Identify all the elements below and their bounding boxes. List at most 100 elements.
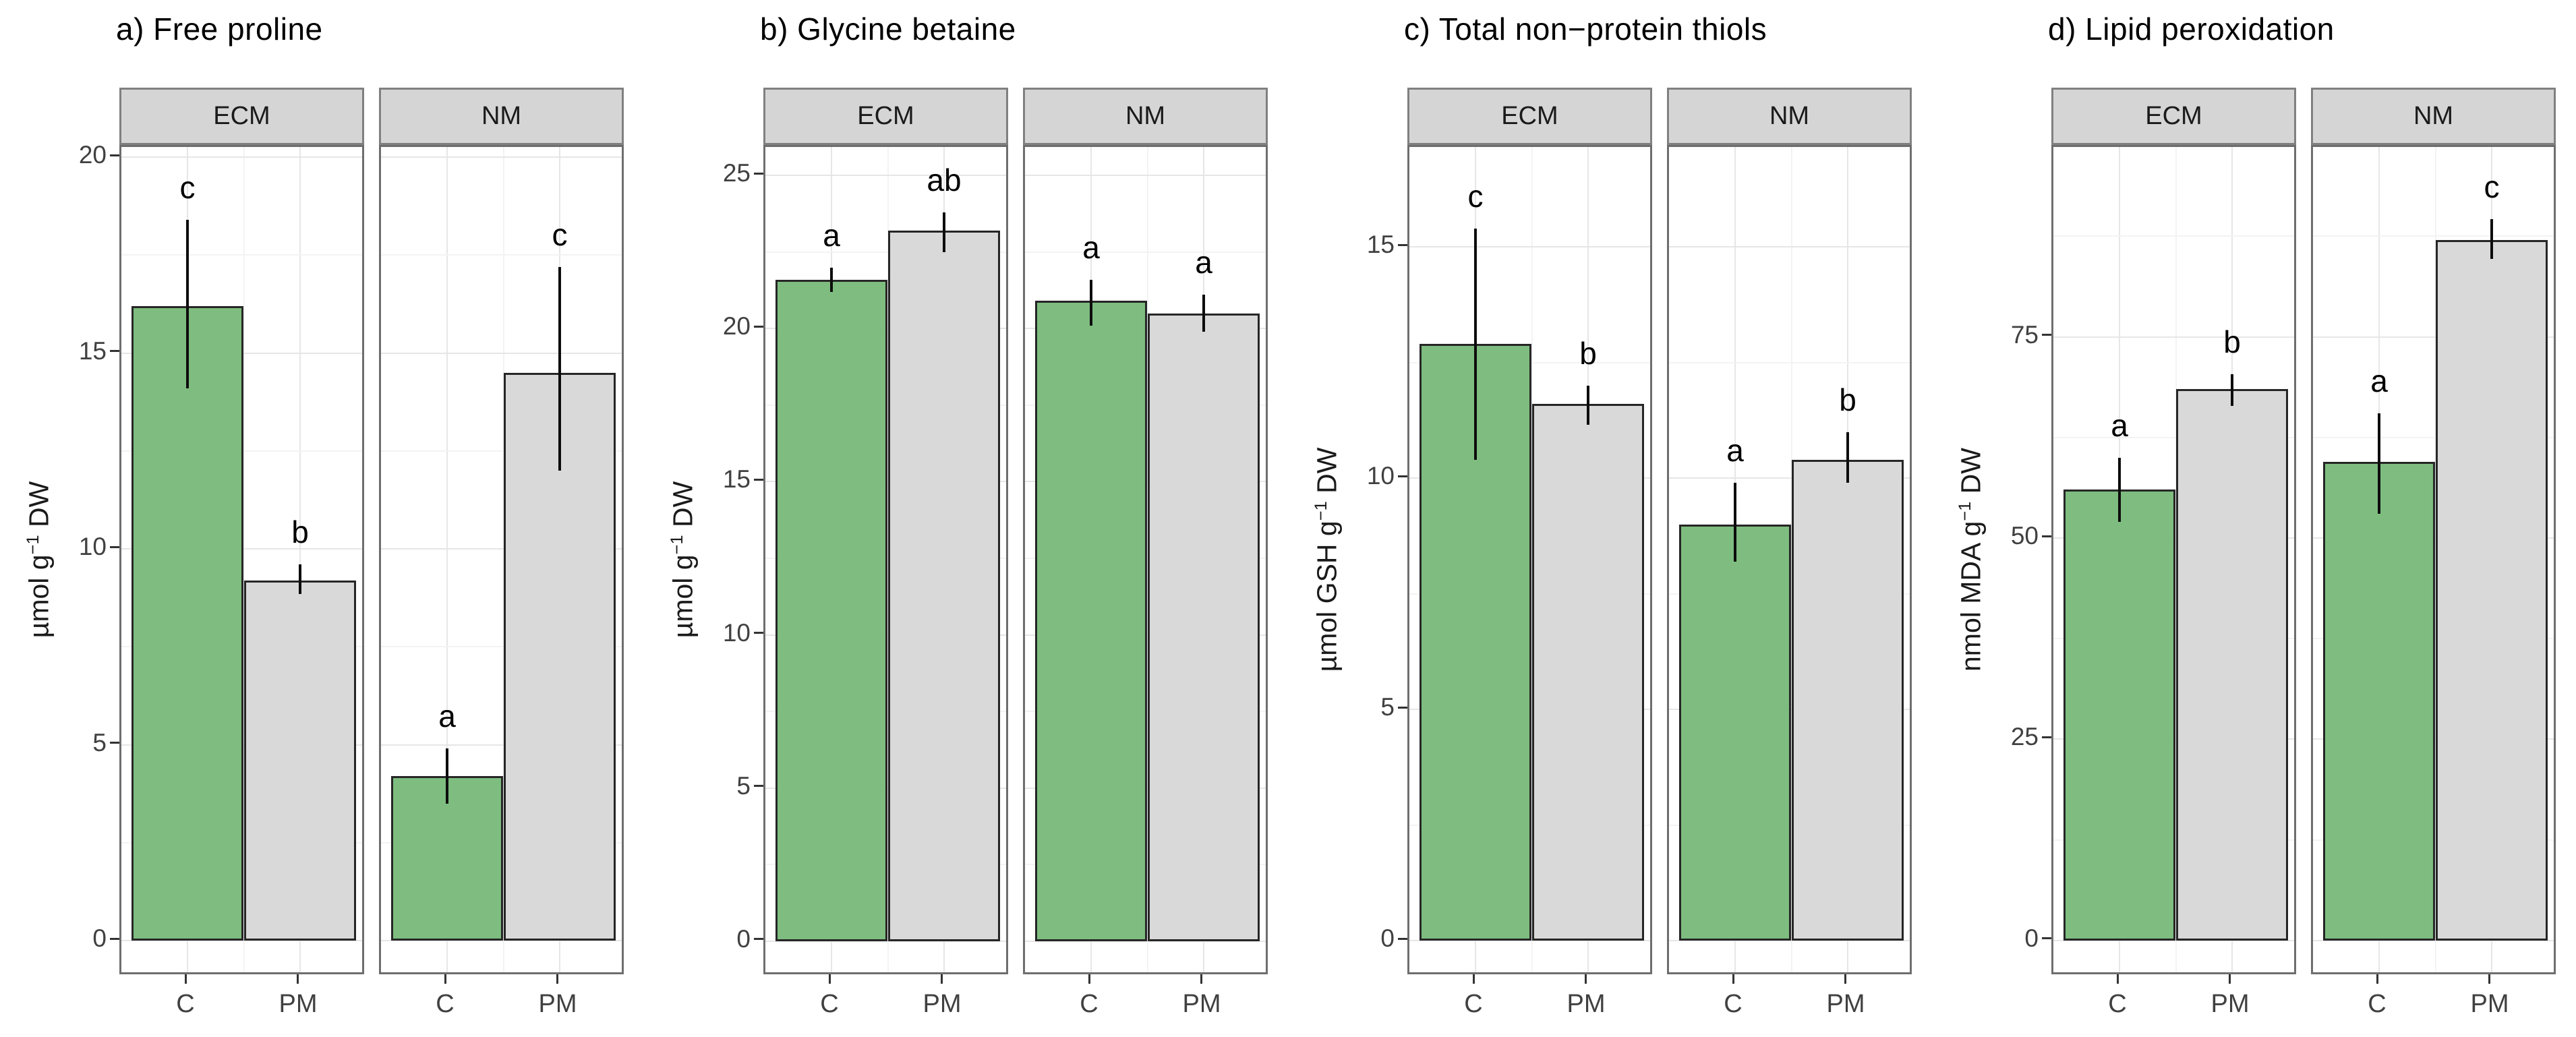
bar-PM bbox=[1791, 459, 1904, 941]
y-tick-mark bbox=[1398, 706, 1407, 709]
y-tick-mark bbox=[754, 785, 763, 788]
x-tick-mark bbox=[2376, 974, 2378, 984]
x-tick-mark bbox=[1585, 974, 1587, 984]
bar-PM bbox=[1147, 313, 1260, 941]
significance-letter-PM: ab bbox=[927, 162, 962, 198]
facet-NM: NM a b C PM bbox=[1667, 88, 1912, 1028]
y-tick-mark bbox=[110, 742, 119, 744]
y-tick-mark bbox=[754, 172, 763, 175]
facet-strip-NM: NM bbox=[379, 88, 624, 145]
y-axis-label: µmol g−1 DW bbox=[668, 481, 699, 639]
panel-title: b) Glycine betaine bbox=[760, 11, 1016, 47]
error-bar-PM bbox=[1202, 295, 1205, 332]
significance-letter-C: a bbox=[1082, 229, 1100, 265]
gridline-h-major bbox=[765, 175, 1006, 177]
facet-strip-label: NM bbox=[1125, 102, 1166, 130]
y-tick-label-5: 5 bbox=[1380, 693, 1395, 721]
facet-NM: NM a c C PM bbox=[379, 88, 624, 1028]
significance-letter-C: a bbox=[1726, 433, 1744, 469]
bar-PM bbox=[1531, 404, 1645, 941]
significance-letter-PM: b bbox=[2223, 324, 2241, 359]
significance-letter-PM: c bbox=[552, 216, 568, 252]
gridline-h-major bbox=[1025, 175, 1266, 177]
error-bar-C bbox=[1474, 228, 1477, 460]
gridline-h-major bbox=[381, 548, 622, 550]
x-tick-label-C: C bbox=[1464, 990, 1483, 1018]
error-bar-PM bbox=[298, 564, 301, 594]
facet-strip-label: NM bbox=[2413, 102, 2454, 130]
facet-ECM: ECM a ab C PM bbox=[763, 88, 1008, 1028]
bar-C bbox=[131, 305, 244, 941]
bar-C bbox=[2063, 490, 2176, 941]
significance-letter-PM: b bbox=[1839, 382, 1856, 417]
significance-letter-C: a bbox=[2111, 407, 2128, 443]
error-bar-PM bbox=[1846, 432, 1849, 483]
facet-strip-label: NM bbox=[1769, 102, 1810, 130]
error-bar-C bbox=[446, 748, 448, 804]
facet-strip-label: ECM bbox=[1501, 102, 1558, 130]
gridline-v-minor bbox=[243, 147, 245, 972]
x-tick-label-C: C bbox=[2368, 990, 2387, 1018]
gridline-h-major bbox=[1669, 477, 1910, 479]
gridline-v-major bbox=[299, 147, 301, 972]
y-tick-mark bbox=[110, 350, 119, 353]
gridline-h-major bbox=[765, 940, 1006, 942]
facet-strip-NM: NM bbox=[1667, 88, 1912, 145]
x-tick-label-PM: PM bbox=[2470, 990, 2509, 1018]
y-axis-label-exponent: −1 bbox=[1311, 501, 1330, 521]
facet-ECM: ECM a b C PM bbox=[2051, 88, 2296, 1028]
x-tick-mark bbox=[1088, 974, 1090, 984]
facet-strip-ECM: ECM bbox=[2051, 88, 2296, 145]
x-tick-mark bbox=[2229, 974, 2231, 984]
x-tick-mark bbox=[2116, 974, 2119, 984]
bar-C bbox=[1034, 301, 1148, 941]
bar-C bbox=[1678, 524, 1792, 941]
error-bar-C bbox=[186, 220, 189, 388]
x-tick-label-C: C bbox=[436, 990, 455, 1018]
y-tick-mark bbox=[2042, 937, 2051, 940]
x-tick-label-PM: PM bbox=[2211, 990, 2250, 1018]
y-tick-mark bbox=[2042, 736, 2051, 738]
x-tick-mark bbox=[297, 974, 299, 984]
y-axis-label-text: µmol g bbox=[23, 554, 55, 639]
facet-ECM: ECM c b C PM bbox=[1407, 88, 1652, 1028]
error-bar-PM bbox=[2230, 374, 2233, 407]
y-tick-mark bbox=[110, 937, 119, 940]
gridline-h-major bbox=[1409, 246, 1650, 248]
x-tick-label-PM: PM bbox=[538, 990, 577, 1018]
significance-letter-C: c bbox=[1467, 178, 1484, 214]
y-tick-label-10: 10 bbox=[1366, 462, 1395, 490]
x-tick-label-C: C bbox=[176, 990, 195, 1018]
significance-letter-PM: b bbox=[291, 514, 309, 550]
y-tick-label-10: 10 bbox=[78, 533, 107, 561]
y-tick-label-25: 25 bbox=[722, 159, 751, 187]
y-tick-label-15: 15 bbox=[1366, 231, 1395, 259]
gridline-h-major bbox=[2053, 939, 2294, 941]
error-bar-C bbox=[830, 267, 833, 292]
y-tick-mark bbox=[754, 632, 763, 634]
facet-strip-label: NM bbox=[481, 102, 522, 130]
error-bar-C bbox=[2378, 413, 2380, 514]
x-tick-mark bbox=[1200, 974, 1203, 984]
bar-PM bbox=[2435, 240, 2548, 941]
gridline-h-minor bbox=[381, 646, 622, 648]
significance-letter-C: a bbox=[2370, 363, 2388, 399]
facet-strip-label: ECM bbox=[857, 102, 914, 130]
gridline-h-minor bbox=[381, 450, 622, 452]
panel-title: c) Total non−protein thiols bbox=[1404, 11, 1767, 47]
y-tick-label-15: 15 bbox=[722, 465, 751, 494]
x-tick-label-C: C bbox=[1724, 990, 1743, 1018]
chart-group-b: b) Glycine betaine µmol g−1 DW 0 5 10 15 20 2… bbox=[644, 0, 1288, 1037]
gridline-h-major bbox=[381, 352, 622, 354]
y-tick-mark bbox=[1398, 243, 1407, 246]
y-tick-label-75: 75 bbox=[2010, 320, 2039, 349]
x-tick-mark bbox=[444, 974, 446, 984]
x-tick-label-PM: PM bbox=[1567, 990, 1606, 1018]
y-tick-label-25: 25 bbox=[2010, 723, 2039, 751]
significance-letter-PM: c bbox=[2484, 169, 2500, 205]
y-tick-mark bbox=[1398, 937, 1407, 940]
gridline-h-minor bbox=[2313, 436, 2554, 438]
